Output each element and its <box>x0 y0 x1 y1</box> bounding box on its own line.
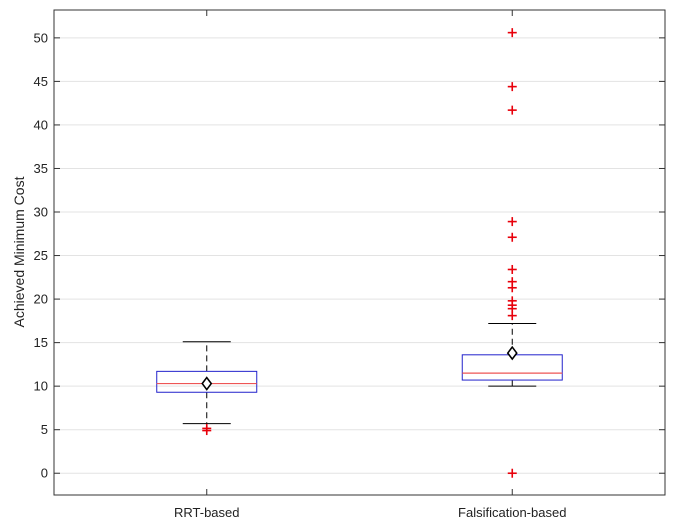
mean-marker <box>201 376 213 391</box>
y-tick-label: 10 <box>34 379 48 394</box>
y-tick-label: 40 <box>34 117 48 132</box>
outlier-marker <box>507 468 517 478</box>
outlier-marker <box>507 296 517 306</box>
outlier-marker <box>507 82 517 92</box>
y-tick-label: 20 <box>34 292 48 307</box>
outlier-marker <box>507 105 517 115</box>
box-0 <box>156 341 258 436</box>
y-tick-label: 50 <box>34 30 48 45</box>
y-tick-label: 45 <box>34 74 48 89</box>
box-plot-group <box>156 28 563 478</box>
iqr-box <box>156 370 258 393</box>
outlier-marker <box>507 277 517 287</box>
outlier-marker <box>507 264 517 274</box>
y-tick-label: 30 <box>34 205 48 220</box>
x-tick-label: Falsification-based <box>458 505 566 520</box>
y-tick-label: 0 <box>41 466 48 481</box>
y-tick-label: 25 <box>34 248 48 263</box>
outlier-marker <box>202 423 212 433</box>
axes-frame <box>53 9 666 496</box>
box-1 <box>461 28 563 478</box>
outlier-marker <box>507 217 517 227</box>
outlier-marker <box>507 232 517 242</box>
y-tick-label: 15 <box>34 335 48 350</box>
y-tick-label: 5 <box>41 422 48 437</box>
grid-lines <box>54 37 665 474</box>
y-axis-title: Achieved Minimum Cost <box>11 176 27 327</box>
axis-ticks: 0 5 10 15 20 25 30 35 40 45 50 RRT-based Falsificati… <box>34 10 665 520</box>
y-tick-label: 35 <box>34 161 48 176</box>
outlier-marker <box>507 28 517 38</box>
x-tick-label: RRT-based <box>174 505 240 520</box>
mean-marker <box>506 345 518 361</box>
